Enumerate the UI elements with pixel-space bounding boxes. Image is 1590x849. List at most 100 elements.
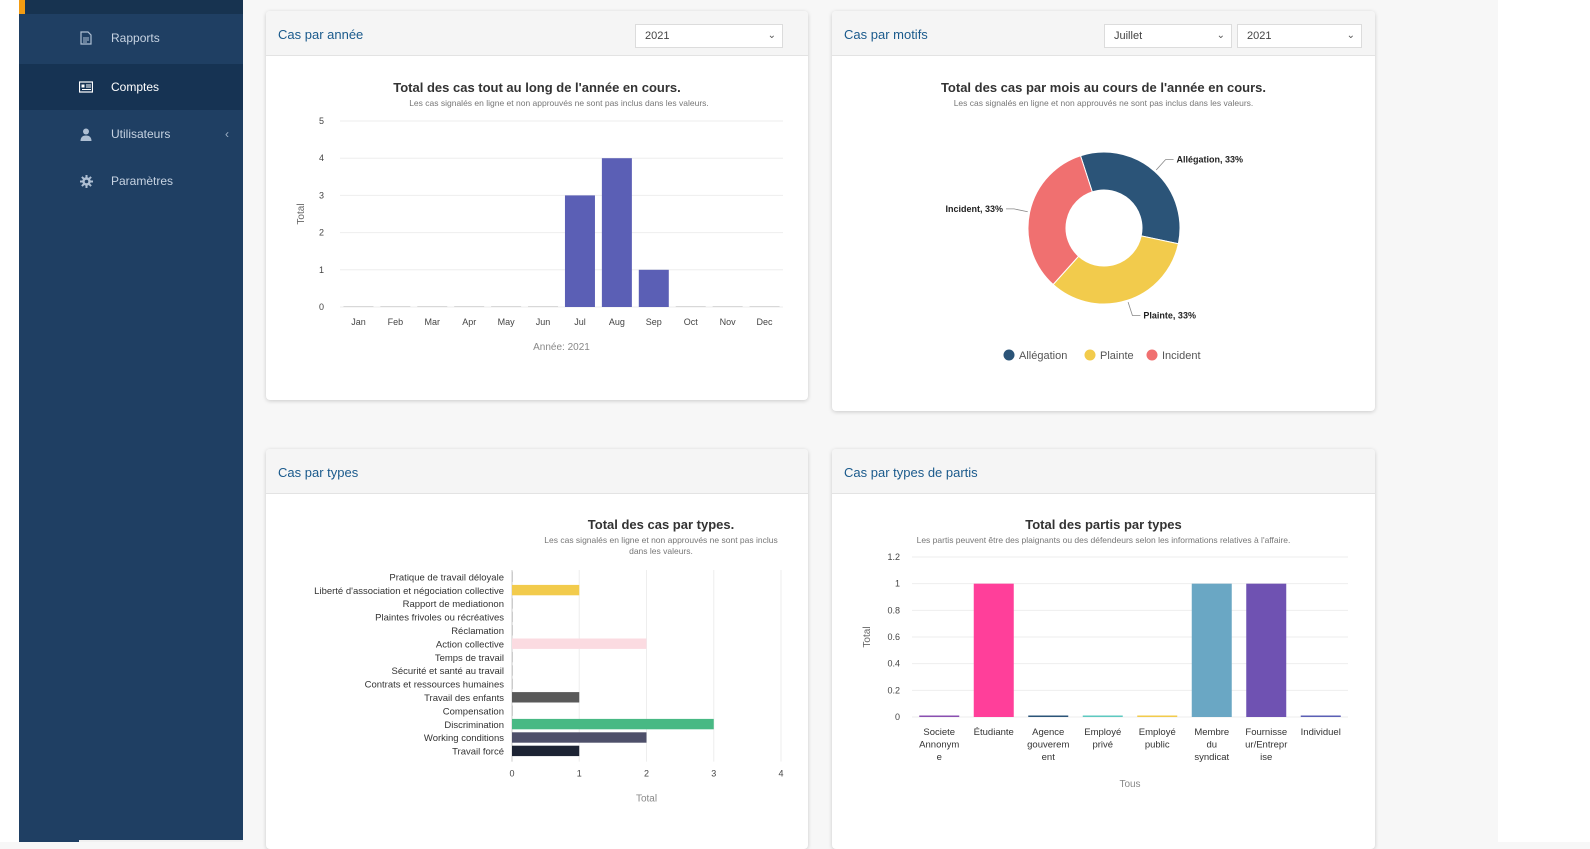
x-tick-label: Nov: [720, 317, 737, 327]
monthly-bar-chart: 0 1 2 3 4 5 Jan Feb Mar Apr May Jun Jul Aug Sep Oct Nov D…: [296, 116, 783, 353]
chevron-down-icon: ⌄: [1346, 30, 1355, 41]
bar: [638, 269, 669, 307]
x-tick-label-line: ur/Entrepr: [1245, 740, 1287, 751]
x-tick-label: 3: [711, 769, 716, 779]
y-tick-label: 0.4: [887, 659, 900, 669]
x-tick-label: Feb: [388, 317, 404, 327]
month-select[interactable]: Juillet ⌄: [1104, 24, 1232, 48]
y-tick-label: Sécurité et santé au travail: [392, 666, 504, 677]
x-axis-label: Total: [636, 794, 657, 805]
panel-cas-par-annee: Cas par année 2021 ⌄ Total des cas tout …: [266, 11, 808, 400]
bar: [512, 732, 647, 743]
panel-cas-par-motifs: Cas par motifs Juillet ⌄ 2021 ⌄ Total de…: [832, 11, 1375, 411]
bar: [512, 625, 513, 636]
bar: [512, 718, 714, 730]
y-axis-label: Total: [862, 626, 873, 647]
y-tick-label: 0.6: [887, 632, 900, 642]
x-tick-label: Membre du syndicat: [1194, 727, 1229, 763]
x-tick-label-line: Employé: [1084, 727, 1121, 738]
bar: [512, 705, 513, 716]
chart-title: Total des cas tout au long de l'année en…: [393, 80, 681, 95]
y-tick-label: 0.2: [887, 685, 900, 695]
types-hbar-chart: 0 1 2 3 4 Pratique de travail déloyale Liberté…: [314, 570, 784, 805]
chart-title: Total des partis par types: [1025, 517, 1182, 532]
bar: [919, 715, 960, 717]
y-tick-label: Travail des enfants: [424, 693, 504, 704]
sidebar-item-comptes[interactable]: Comptes: [19, 64, 243, 110]
y-tick-label: Liberté d'association et négociation col…: [314, 586, 504, 597]
x-tick-label: Oct: [684, 317, 699, 327]
y-tick-label: Travail forcé: [452, 747, 504, 758]
bar: [1246, 583, 1287, 717]
x-tick-label: Apr: [462, 317, 476, 327]
x-tick-label: Agence gouverem ent: [1027, 727, 1069, 763]
bar: [454, 306, 485, 307]
x-tick-label: Fournisse ur/Entrepr ise: [1245, 727, 1287, 763]
x-tick-label: 4: [778, 769, 783, 779]
x-tick-label: Societe Annonym e: [919, 727, 959, 763]
x-tick-label: Employé public: [1139, 727, 1176, 751]
x-tick-label-line: e: [937, 752, 942, 763]
x-tick-label-line: privé: [1092, 740, 1113, 751]
y-tick-label: 2: [319, 228, 324, 238]
bar: [512, 638, 647, 649]
panel-title: Cas par types de partis: [844, 465, 978, 480]
chart-subtitle-line: dans les valeurs.: [629, 546, 693, 556]
x-tick-label: Mar: [425, 317, 441, 327]
sidebar-item-parametres[interactable]: Paramètres: [19, 158, 243, 204]
chart-subtitle: Les cas signalés en ligne et non approuv…: [466, 535, 856, 557]
x-tick-label: Individuel: [1301, 727, 1341, 738]
x-tick-label: Sep: [646, 317, 662, 327]
sidebar-top-item[interactable]: [19, 0, 243, 14]
legend-marker: [1084, 349, 1096, 361]
panel-cas-par-types-de-partis: Cas par types de partis Total des partis…: [832, 449, 1375, 849]
data-label: Allégation, 33%: [1177, 155, 1244, 165]
sidebar-item-label: Utilisateurs: [111, 127, 171, 141]
x-tick-label-line: Societe: [923, 727, 955, 738]
month-select-value: Juillet: [1114, 30, 1143, 42]
chart-subtitle: Les cas signalés en ligne et non approuv…: [953, 98, 1254, 108]
x-tick-label-line: du: [1206, 740, 1217, 751]
bar: [601, 158, 632, 307]
y-tick-label: 1: [319, 265, 324, 275]
y-tick-label: 3: [319, 190, 324, 200]
x-tick-label-line: Fournisse: [1245, 727, 1287, 738]
panel-cas-par-types: Cas par types Total des cas par types. L…: [266, 449, 808, 849]
x-tick-label: Étudiante: [974, 727, 1014, 738]
y-tick-label: Contrats et ressources humaines: [365, 680, 505, 691]
y-tick-label: 4: [319, 153, 324, 163]
x-tick-label-line: Annonym: [919, 740, 959, 751]
year-select[interactable]: 2021 ⌄: [635, 24, 783, 48]
chevron-down-icon: ⌄: [767, 30, 776, 41]
panel-title: Cas par types: [278, 465, 359, 480]
year-select[interactable]: 2021 ⌄: [1237, 24, 1362, 48]
bar: [417, 306, 448, 307]
donut-chart: Allégation, 33% Plainte, 33% Incident, 33%…: [945, 151, 1244, 362]
y-tick-label: Plaintes frivoles ou récréatives: [375, 613, 504, 624]
sidebar: Rapports Comptes Utilisateurs ‹ Paramètr…: [19, 0, 243, 842]
bar: [512, 611, 513, 623]
panel-header: Cas par année 2021 ⌄: [266, 11, 808, 56]
left-margin: [0, 0, 19, 842]
y-tick-label: Discrimination: [444, 720, 504, 731]
year-select-value: 2021: [1247, 30, 1272, 42]
x-axis-label: Année: 2021: [533, 342, 590, 353]
chart-subtitle: Les partis peuvent être des plaignants o…: [916, 535, 1291, 545]
active-indicator: [19, 0, 25, 14]
data-label-connector: [1006, 208, 1028, 213]
gear-icon: [79, 174, 93, 188]
legend-marker: [1003, 349, 1015, 361]
x-tick-label-line: syndicat: [1194, 752, 1229, 763]
x-tick-label-line: Individuel: [1301, 727, 1341, 738]
x-tick-label: Jul: [574, 317, 586, 327]
sidebar-divider: [79, 840, 243, 842]
legend-label: Incident: [1162, 350, 1201, 362]
x-tick-label: 1: [577, 769, 582, 779]
bar: [512, 651, 513, 663]
pie-slice: [1052, 235, 1179, 305]
y-axis-label: Total: [296, 203, 307, 224]
sidebar-item-rapports[interactable]: Rapports: [19, 15, 243, 61]
x-tick-label: Aug: [609, 317, 625, 327]
sidebar-item-utilisateurs[interactable]: Utilisateurs ‹: [19, 111, 243, 157]
x-tick-label: 0: [509, 769, 514, 779]
